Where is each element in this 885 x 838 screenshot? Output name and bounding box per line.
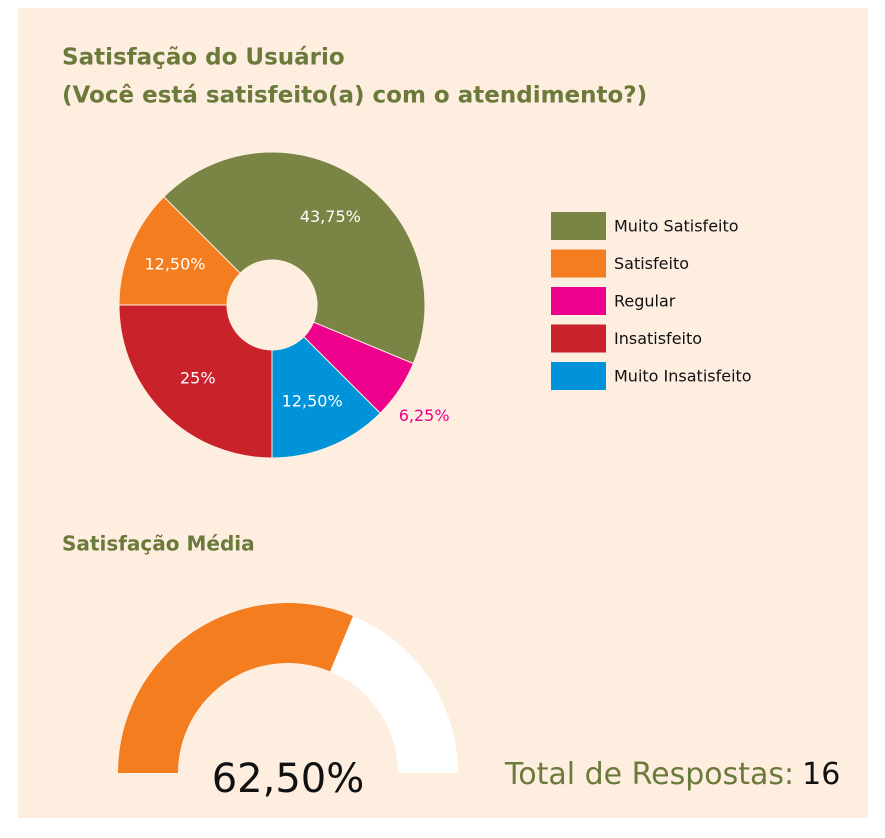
slice: [271, 336, 381, 459]
legend-swatch: [551, 287, 606, 315]
total-value: 16: [802, 757, 840, 792]
legend-swatch: [551, 249, 606, 278]
gauge-label: 62,50%: [212, 756, 365, 802]
slice-label: 6,25%: [399, 406, 450, 425]
slice-label: 12,50%: [144, 254, 205, 273]
chart-subtitle: (Você está satisfeito(a) com o atendimen…: [62, 83, 647, 109]
gauge-value: [118, 603, 354, 773]
slice: [118, 196, 241, 306]
legend-label: Satisfeito: [614, 254, 689, 273]
total-label: Total de Respostas:: [504, 757, 794, 792]
total: Total de Respostas: 16: [504, 757, 840, 792]
slice-label: 12,50%: [282, 392, 343, 411]
gauge-track: [330, 615, 458, 773]
legend-label: Muito Satisfeito: [614, 217, 739, 236]
gauge-title: Satisfação Média: [62, 532, 255, 556]
legend-swatch: [551, 212, 606, 240]
slice-label: 43,75%: [300, 207, 361, 226]
legend-swatch: [551, 362, 606, 390]
chart-title: Satisfação do Usuário: [62, 45, 345, 71]
legend-label: Regular: [614, 292, 676, 311]
legend-swatch: [551, 324, 606, 353]
slice: [118, 304, 273, 459]
legend-label: Insatisfeito: [614, 329, 702, 348]
legend-label: Muito Insatisfeito: [614, 367, 752, 386]
slice-label: 25%: [180, 369, 216, 388]
slice: [163, 151, 426, 365]
